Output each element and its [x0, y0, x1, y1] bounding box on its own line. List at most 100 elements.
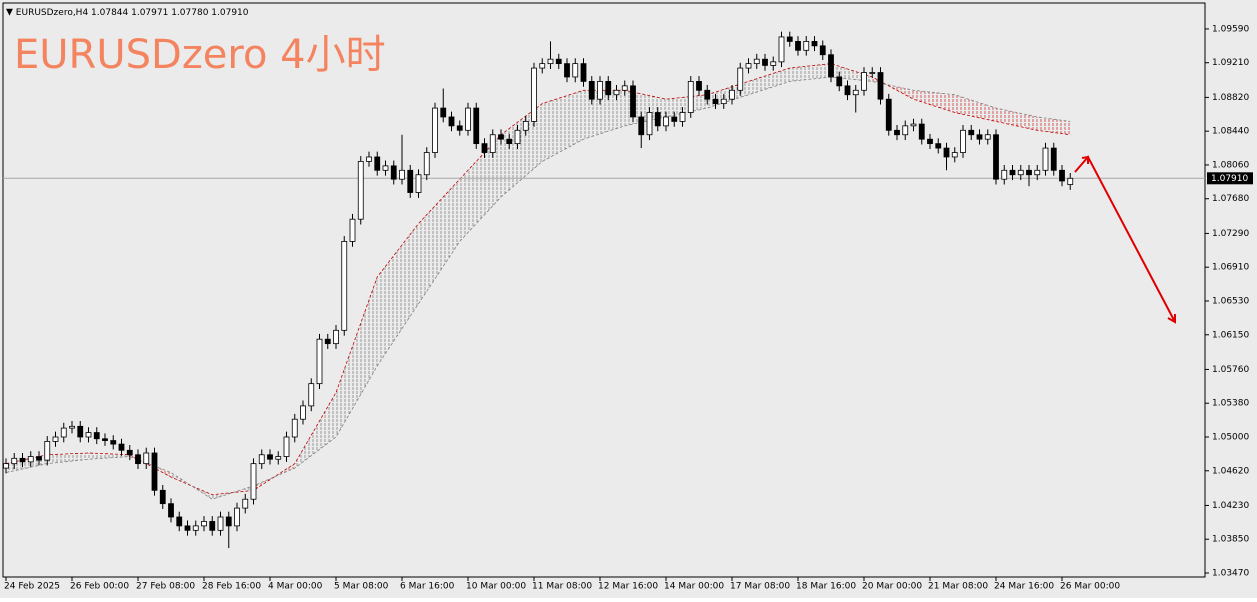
y-tick-label: 1.07290 — [1212, 229, 1249, 239]
candle-body — [225, 516, 232, 527]
y-tick-label: 1.09210 — [1212, 58, 1249, 68]
candle-body — [184, 525, 191, 531]
x-tick-label: 26 Feb 00:00 — [70, 582, 129, 592]
cloud-fill — [1037, 116, 1071, 135]
cloud-fill — [377, 223, 419, 366]
candle-body — [745, 63, 752, 69]
y-tick-label: 1.03850 — [1212, 535, 1249, 545]
candle-body — [102, 438, 108, 441]
candle-body — [976, 134, 983, 140]
band-line — [5, 63, 1071, 496]
cloud-fill — [666, 94, 708, 117]
cloud-fill — [459, 134, 501, 242]
candle-body — [984, 134, 991, 140]
candle-body — [1067, 177, 1074, 185]
candle-body — [993, 134, 999, 180]
x-tick-label: 12 Mar 16:00 — [598, 582, 658, 592]
x-tick-label: 6 Mar 16:00 — [400, 582, 455, 592]
candle-body — [943, 147, 950, 158]
candle-body — [531, 67, 537, 122]
candle-body — [283, 436, 290, 457]
candle-body — [324, 338, 331, 345]
candle-body — [852, 89, 859, 96]
candle-body — [894, 129, 900, 136]
x-tick-label: 26 Mar 00:00 — [1060, 582, 1120, 592]
candle-body — [407, 169, 414, 193]
x-tick-label: 4 Mar 00:00 — [268, 582, 323, 592]
candle-body — [828, 54, 834, 78]
candle-body — [60, 427, 67, 438]
cloud-fill — [954, 94, 996, 122]
y-tick-label: 1.08440 — [1212, 127, 1249, 137]
candle-body — [27, 456, 34, 463]
candle-body — [1050, 147, 1057, 171]
candle-body — [696, 81, 702, 91]
arrow-head — [1081, 155, 1089, 164]
arrow-head — [1167, 314, 1176, 324]
candle-body — [580, 63, 587, 82]
candle-body — [927, 138, 933, 145]
plot-frame — [2, 2, 1206, 578]
cloud-fill — [294, 392, 336, 469]
x-tick-label: 27 Feb 08:00 — [136, 582, 195, 592]
candle-body — [613, 89, 620, 96]
x-tick-label: 24 Mar 16:00 — [994, 582, 1054, 592]
candle-body — [539, 63, 546, 69]
candle-body — [267, 454, 273, 460]
candle-body — [654, 112, 661, 127]
candle-body — [811, 41, 818, 47]
candle-body — [1042, 147, 1049, 171]
candle-body — [93, 432, 100, 440]
candle-body — [951, 152, 958, 158]
candle-body — [720, 98, 727, 105]
candle-body — [489, 134, 496, 153]
candle-body — [341, 241, 348, 331]
candle-body — [910, 123, 917, 127]
symbol-text: EURUSDzero,H4 1.07844 1.07971 1.07780 1.… — [16, 8, 249, 18]
y-tick-label: 1.05380 — [1212, 399, 1249, 409]
candle-body — [1034, 169, 1041, 176]
candle-body — [646, 112, 653, 136]
candle-body — [547, 58, 554, 65]
cloud-fill — [47, 452, 89, 464]
candle-body — [885, 98, 892, 131]
candle-body — [374, 156, 381, 171]
cloud-fill — [583, 90, 625, 140]
candle-body — [209, 521, 216, 531]
candle-body — [844, 85, 851, 96]
candle-body — [399, 169, 405, 180]
cloud-fill — [748, 68, 790, 95]
candle-body — [52, 436, 59, 442]
candle-body — [126, 449, 133, 456]
cloud-fill — [542, 90, 584, 162]
candle-body — [555, 58, 562, 65]
candle-body — [729, 89, 735, 100]
x-tick-label: 24 Feb 2025 — [4, 582, 60, 592]
last-price-label: 1.07910 — [1211, 174, 1248, 184]
candle-body — [588, 81, 595, 100]
candle-body — [473, 107, 480, 145]
candle-body — [357, 161, 364, 220]
cloud-fill — [418, 179, 460, 304]
candle-body — [366, 156, 372, 162]
symbol-info: ▼ EURUSDzero,H4 1.07844 1.07971 1.07780 … — [6, 8, 249, 18]
arrow — [1074, 155, 1176, 324]
candle-body — [258, 454, 265, 465]
y-tick-label: 1.04620 — [1212, 466, 1249, 476]
x-tick-label: 11 Mar 08:00 — [532, 582, 592, 592]
candle-body — [704, 89, 711, 100]
candle-body — [448, 116, 455, 127]
cloud-fill — [789, 63, 831, 82]
y-tick-label: 1.08060 — [1212, 160, 1249, 170]
candle-body — [621, 85, 628, 91]
x-tick-label: 10 Mar 00:00 — [466, 582, 526, 592]
candle-body — [770, 61, 777, 66]
x-tick-label: 28 Feb 16:00 — [202, 582, 261, 592]
candle-body — [935, 143, 942, 149]
candle-body — [36, 456, 42, 461]
candle-body — [77, 425, 84, 438]
candle-body — [795, 41, 801, 51]
candle-body — [663, 116, 669, 127]
candle-body — [836, 76, 843, 87]
candle-body — [159, 489, 166, 505]
